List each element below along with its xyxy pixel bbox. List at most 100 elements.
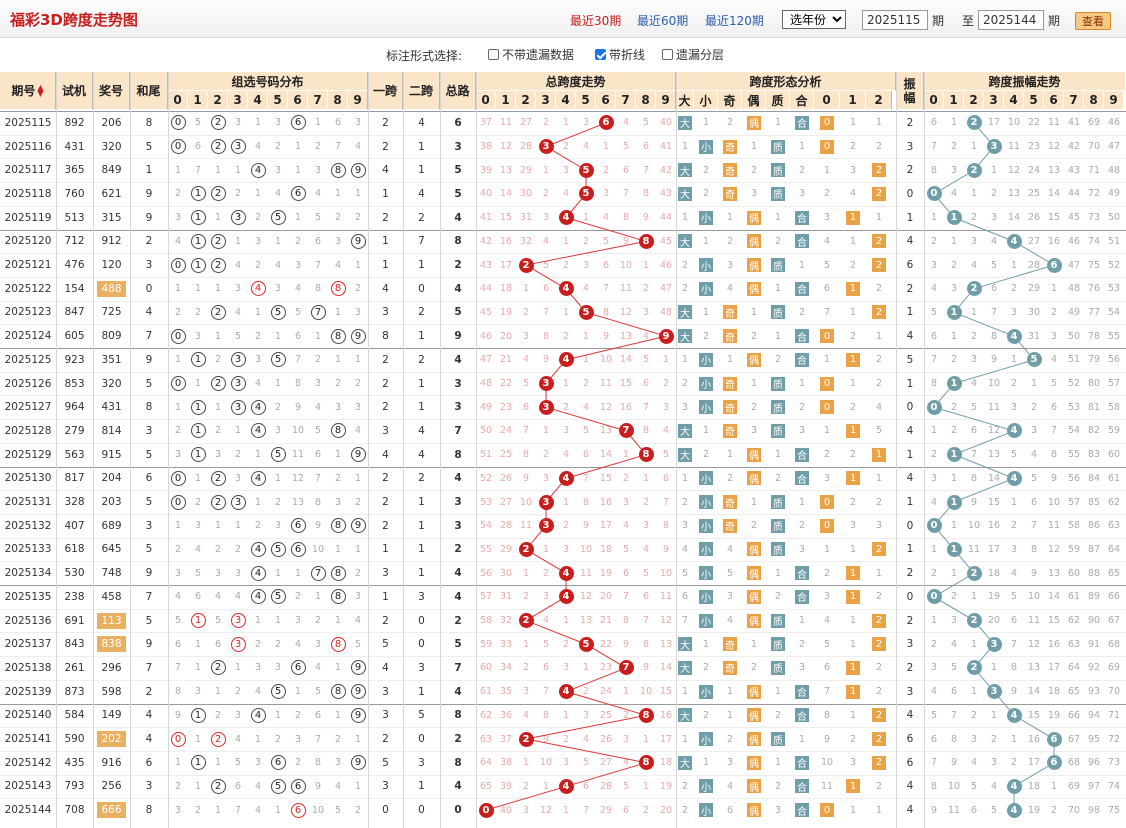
cell-amp: 1 — [906, 496, 914, 509]
pick-cell: 1 — [188, 609, 208, 633]
span-cell: 4 — [562, 188, 570, 200]
form-tag: 大 — [678, 423, 692, 438]
form-cell: 1 — [823, 543, 831, 555]
amp-cell: 2 — [970, 212, 978, 224]
checkbox-line[interactable] — [595, 49, 606, 60]
option-layer[interactable]: 遗漏分层 — [662, 46, 724, 63]
span-cell: 2 — [542, 567, 550, 579]
pick-cell: 5 — [268, 301, 288, 325]
pick-cell: 1 — [214, 283, 222, 295]
amp-cell: 51 — [1067, 354, 1081, 366]
form-cell: 1 — [849, 615, 857, 627]
cell-issue: 2025116 — [4, 140, 52, 153]
amp-cell: 1 — [950, 520, 958, 532]
span-cell: 2 — [662, 378, 670, 390]
span-cell: 8 — [642, 188, 650, 200]
year-select[interactable]: 选年份 — [782, 10, 846, 29]
form-tag: 质 — [771, 258, 785, 273]
form-cell: 2 — [681, 804, 689, 816]
cell-span2: 1 — [418, 543, 425, 556]
form-cell: 2 — [875, 591, 883, 603]
amp-cell: 2 — [964, 158, 984, 182]
cell-span2: 4 — [418, 187, 425, 200]
amp-cell: 79 — [1087, 354, 1101, 366]
amp-ball: 0 — [926, 589, 942, 605]
cell-span1: 1 — [382, 543, 389, 556]
cell-amp: 6 — [906, 259, 914, 272]
pick-cell: 1 — [274, 615, 282, 627]
cell-span2: 1 — [418, 259, 425, 272]
option-no-miss[interactable]: 不带遗漏数据 — [488, 46, 574, 63]
mod-tag: 0 — [820, 518, 834, 533]
prize-number: 621 — [101, 187, 122, 200]
checkbox-layer[interactable] — [662, 49, 673, 60]
form-cell: 奇 — [718, 632, 742, 656]
form-cell: 偶 — [742, 348, 766, 372]
cell-test: 154 — [64, 282, 85, 295]
amp-cell: 74 — [1107, 780, 1121, 792]
period-30-link[interactable]: 最近30期 — [570, 14, 622, 28]
amp-ball: 2 — [966, 565, 982, 581]
pick-cell: 1 — [188, 751, 208, 775]
cell-tail: 6 — [145, 472, 153, 485]
cell-test: 584 — [64, 709, 85, 722]
amp-cell: 2 — [950, 401, 958, 413]
mod-tag: 0 — [820, 376, 834, 391]
cell-total: 8 — [454, 448, 462, 461]
header-span-digit: 5 — [576, 91, 596, 110]
cell-issue: 2025123 — [4, 306, 52, 319]
form-cell: 3 — [681, 520, 689, 532]
amp-cell: 25 — [1027, 188, 1041, 200]
amp-cell: 61 — [1107, 472, 1121, 484]
span-cell: 17 — [499, 259, 513, 271]
form-cell: 2 — [726, 472, 734, 484]
form-cell: 1 — [875, 330, 883, 342]
amp-cell: 6 — [930, 733, 938, 745]
cell-span1: 1 — [382, 187, 389, 200]
amp-cell: 26 — [1027, 212, 1041, 224]
cell-test: 407 — [64, 519, 85, 532]
pick-cell: 1 — [174, 354, 182, 366]
to-issue-input[interactable] — [978, 10, 1044, 30]
span-cell: 48 — [479, 378, 493, 390]
cell-test: 590 — [64, 733, 85, 746]
pick-cell: 1 — [274, 567, 282, 579]
amp-ball: 6 — [1046, 755, 1062, 771]
checkbox-no-miss[interactable] — [488, 49, 499, 60]
pick-cell: 1 — [194, 662, 202, 674]
form-cell: 2 — [875, 378, 883, 390]
pick-cell: 4 — [354, 615, 362, 627]
amp-cell: 2 — [1050, 804, 1058, 816]
amp-cell: 54 — [1107, 306, 1121, 318]
form-tag: 奇 — [723, 518, 737, 533]
sort-arrows-icon[interactable]: ▲ ▼ — [37, 82, 44, 98]
option-line[interactable]: 带折线 — [595, 46, 645, 63]
span-cell: 2 — [562, 733, 570, 745]
period-60-link[interactable]: 最近60期 — [637, 14, 689, 28]
form-cell: 合 — [790, 467, 814, 491]
form-cell: 小 — [694, 253, 718, 277]
cell-span2: 0 — [418, 638, 425, 651]
cell-amp: 1 — [906, 211, 914, 224]
view-button[interactable]: 查看 — [1075, 12, 1111, 30]
pick-cell: 2 — [274, 141, 282, 153]
span-cell: 18 — [659, 757, 673, 769]
amp-cell: 8 — [930, 164, 938, 176]
pick-ring: 4 — [250, 541, 266, 557]
cell-amp: 2 — [906, 567, 914, 580]
form-cell: 偶 — [742, 704, 766, 728]
pick-cell: 3 — [334, 235, 342, 247]
cell-test: 691 — [64, 614, 85, 627]
cell-amp: 4 — [906, 780, 914, 793]
span-cell: 1 — [582, 212, 590, 224]
form-cell: 4 — [823, 235, 831, 247]
form-cell: 1 — [849, 378, 857, 390]
mod-tag: 1 — [846, 471, 860, 486]
period-120-link[interactable]: 最近120期 — [705, 14, 764, 28]
header-amp-char: 幅 — [903, 90, 916, 105]
amp-cell: 22 — [1027, 117, 1041, 129]
header-issue[interactable]: 期号 ▲ ▼ — [0, 72, 56, 110]
from-issue-input[interactable] — [862, 10, 928, 30]
form-cell: 小 — [694, 775, 718, 799]
pick-cell: 4 — [274, 188, 282, 200]
